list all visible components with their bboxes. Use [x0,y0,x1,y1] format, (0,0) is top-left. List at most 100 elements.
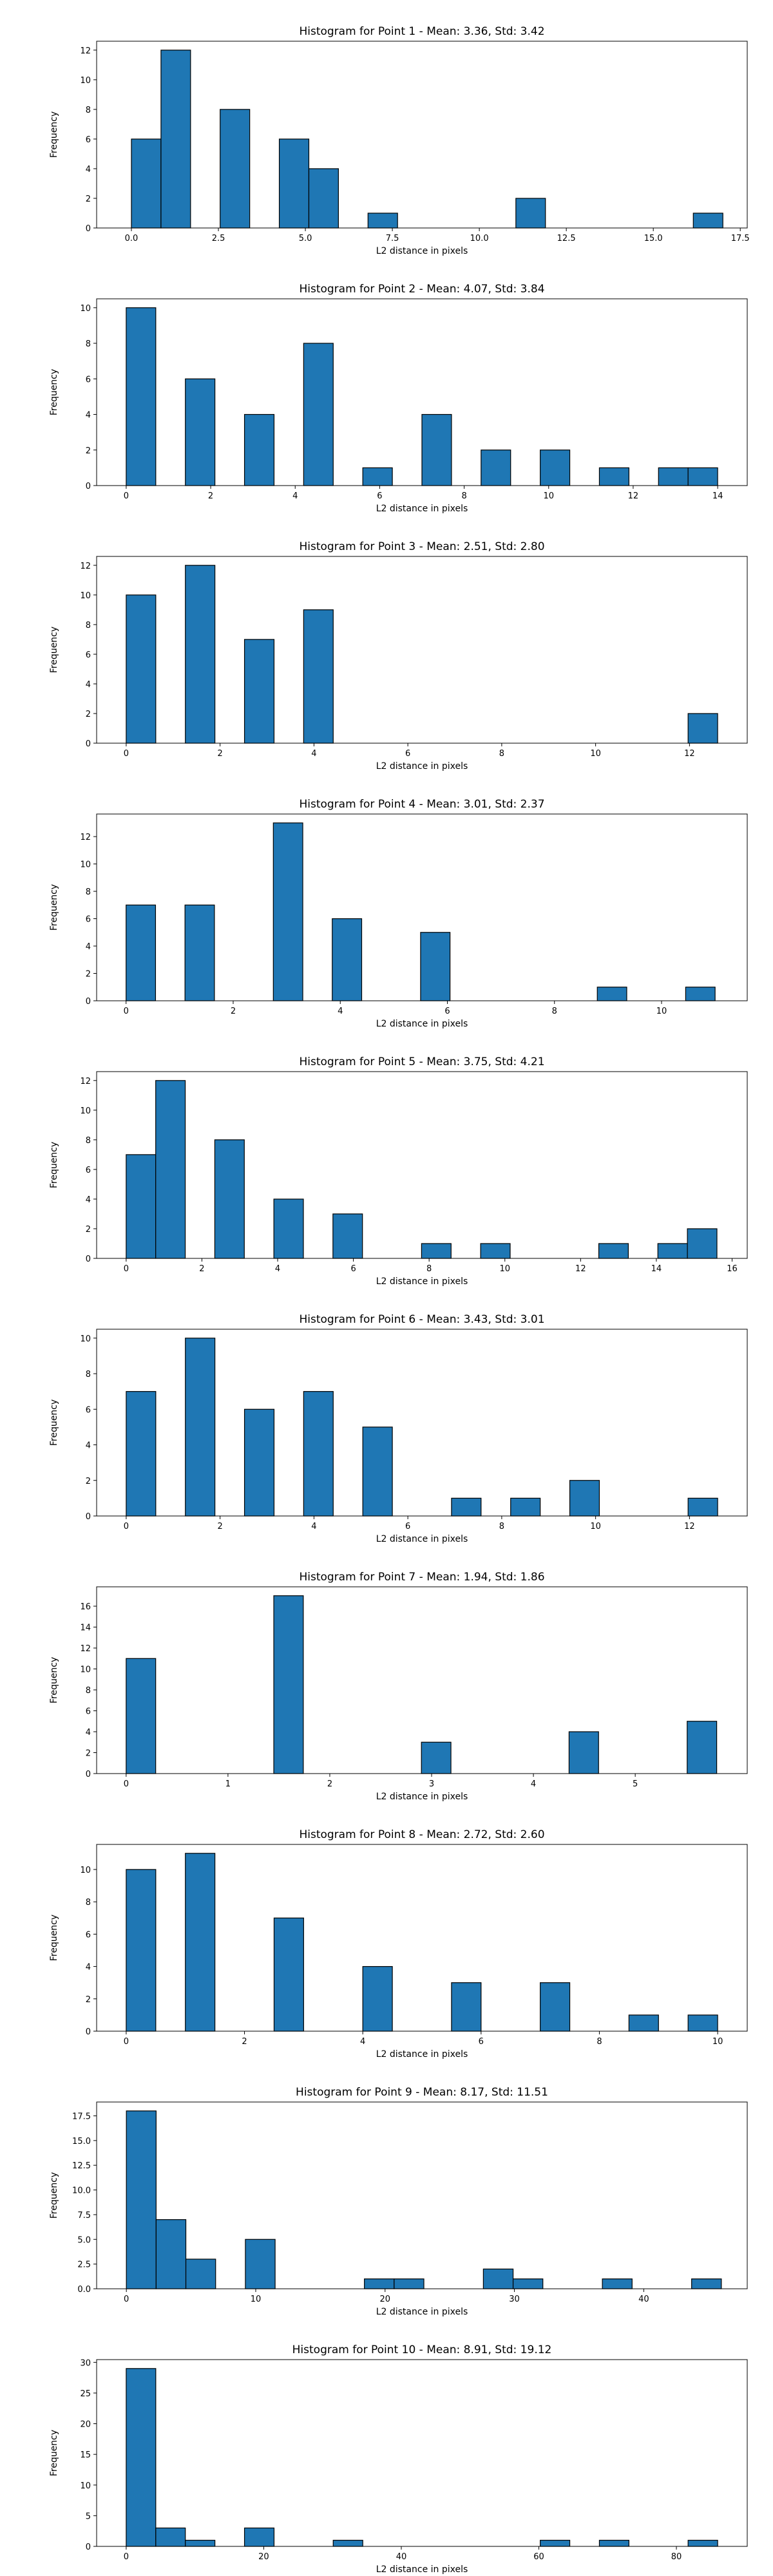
histogram-bar [482,2268,514,2289]
x-tick-label: 12 [575,1264,586,1274]
x-tick-label: 20 [258,2552,269,2562]
histogram-bar [598,2539,629,2547]
x-tick-label: 0 [124,2552,129,2562]
histogram-bar [126,2368,157,2547]
x-tick-label: 4 [360,2037,365,2047]
histogram-bar [598,467,629,486]
y-axis-label: Frequency [49,1915,59,1961]
histogram-bar [362,467,393,486]
x-tick-label: 4 [292,491,298,501]
x-tick-label: 6 [444,1007,450,1016]
y-tick-label: 12 [80,1077,91,1086]
y-tick-label: 15.0 [72,2137,91,2146]
y-tick-label: 5.0 [77,2235,91,2245]
x-tick-label: 4 [311,1522,316,1531]
histogram-bar [687,467,718,486]
histogram-bar [510,1497,541,1517]
histogram-bar [243,2527,275,2547]
histogram-bar [243,413,275,486]
y-tick-label: 8 [86,1898,91,1908]
x-tick-label: 10 [590,749,601,759]
y-tick-label: 10 [80,591,91,601]
y-tick-label: 0 [86,997,91,1007]
chart-title: Histogram for Point 10 - Mean: 8.91, Std… [292,2344,552,2356]
y-tick-label: 2 [86,1749,91,1759]
x-tick-label: 0 [124,1522,129,1531]
y-tick-label: 0 [86,1770,91,1779]
x-tick-label: 4 [311,749,316,759]
histogram-bar [602,2278,633,2289]
histogram-bar [362,1965,393,2032]
x-tick-label: 17.5 [731,234,750,243]
x-tick-label: 0 [124,1264,129,1274]
histogram-bar [421,1741,452,1774]
y-tick-label: 0 [86,1255,91,1264]
x-axis-label: L2 distance in pixels [376,2307,468,2317]
y-tick-label: 6 [86,1405,91,1415]
chart-title: Histogram for Point 2 - Mean: 4.07, Std:… [299,283,544,296]
x-tick-label: 2 [218,749,223,759]
histogram-panel: Histogram for Point 6 - Mean: 3.43, Std:… [49,1313,748,1544]
y-tick-label: 10.0 [72,2186,91,2196]
y-tick-label: 12 [80,833,91,842]
histogram-bar [155,2219,187,2289]
y-axis-label: Frequency [49,1399,59,1446]
histogram-bar [691,2278,722,2289]
histogram-bar [540,450,571,486]
x-tick-label: 8 [461,491,466,501]
y-tick-label: 10 [80,76,91,86]
histogram-bar [394,2278,425,2289]
histogram-panel: Histogram for Point 2 - Mean: 4.07, Std:… [49,283,748,514]
x-tick-label: 8 [426,1264,432,1274]
y-tick-label: 4 [86,1195,91,1205]
y-tick-label: 12 [80,1644,91,1654]
histogram-bar [481,450,511,486]
y-tick-label: 17.5 [72,2112,91,2121]
y-tick-label: 0 [86,482,91,491]
plot-frame [96,298,748,486]
y-tick-label: 6 [86,1707,91,1717]
histogram-bar [126,1154,157,1259]
y-tick-label: 2.5 [77,2260,91,2270]
x-tick-label: 12.5 [557,234,576,243]
histogram-bar [273,1917,304,2032]
plot-frame [96,1844,748,2032]
histogram-bar [687,1721,718,1774]
x-tick-label: 2.5 [212,234,225,243]
histogram-bar [131,138,162,229]
y-tick-label: 8 [86,1370,91,1379]
x-tick-label: 30 [509,2295,520,2304]
histogram-bar [245,2239,276,2289]
x-tick-label: 0.0 [125,234,138,243]
x-tick-label: 8 [596,2037,602,2047]
y-tick-label: 4 [86,1728,91,1738]
histogram-bar [687,1497,718,1517]
x-tick-label: 2 [327,1779,332,1789]
y-tick-label: 6 [86,650,91,660]
y-tick-label: 12.5 [72,2161,91,2171]
histogram-bar [155,2527,186,2547]
chart-title: Histogram for Point 5 - Mean: 3.75, Std:… [299,1056,544,1068]
histogram-bar [332,918,363,1001]
x-tick-label: 10 [543,491,554,501]
x-tick-label: 40 [396,2552,407,2562]
x-tick-label: 6 [405,1522,410,1531]
y-tick-label: 5 [86,2512,91,2521]
y-tick-label: 16 [80,1602,91,1612]
y-tick-label: 8 [86,1136,91,1146]
histogram-bar [273,1198,304,1259]
y-tick-label: 8 [86,887,91,897]
histogram-bar [692,213,723,229]
y-axis-label: Frequency [49,884,59,931]
histogram-bar [364,2278,395,2289]
x-tick-label: 80 [671,2552,682,2562]
x-tick-label: 2 [218,1522,223,1531]
x-axis-label: L2 distance in pixels [376,1276,468,1287]
y-tick-label: 12 [80,562,91,571]
y-tick-label: 8 [86,1686,91,1696]
histogram-panel: Histogram for Point 4 - Mean: 3.01, Std:… [49,798,748,1029]
histogram-bar [420,932,451,1001]
histogram-bar [126,1869,157,2032]
histogram-panel: Histogram for Point 3 - Mean: 2.51, Std:… [49,540,748,772]
histogram-bar [687,713,718,744]
